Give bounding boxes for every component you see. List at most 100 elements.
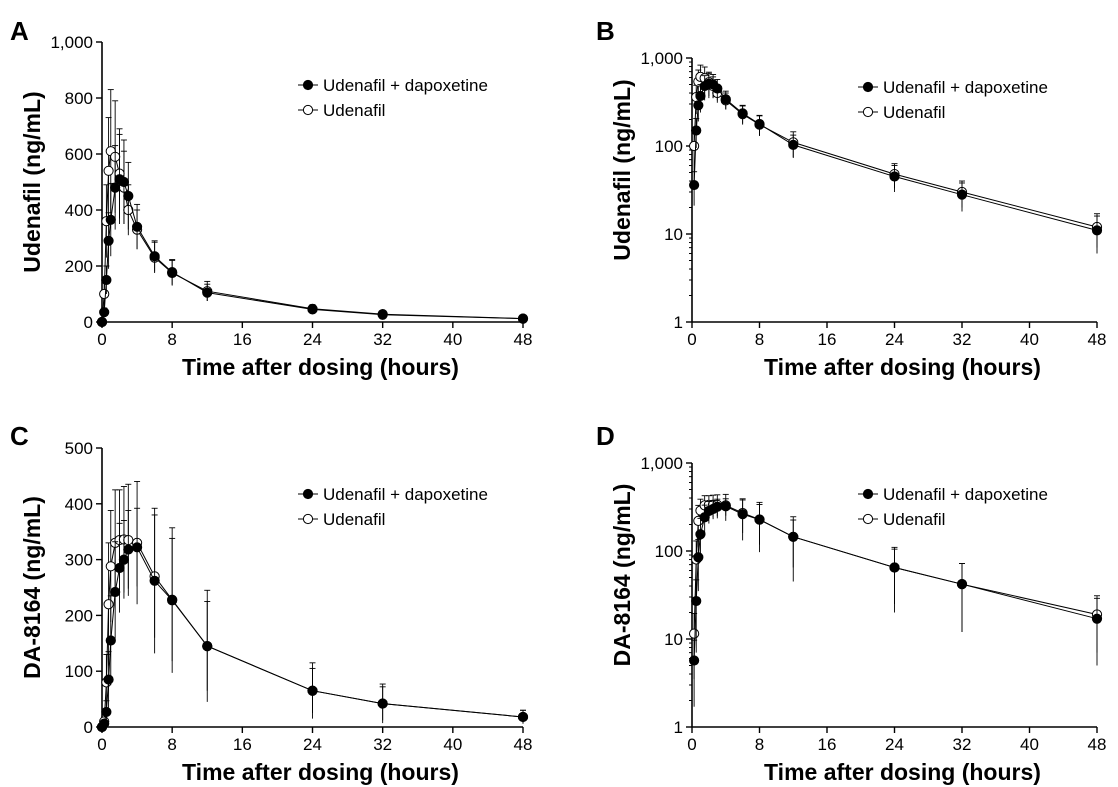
data-point-filled [105, 635, 116, 646]
legend-label: Udenafil [883, 103, 945, 122]
x-axis-title: Time after dosing (hours) [764, 354, 1041, 380]
data-point-filled [754, 514, 765, 525]
x-tick-label: 24 [885, 735, 904, 754]
x-tick-label: 32 [373, 735, 392, 754]
data-point-filled [103, 235, 114, 246]
x-axis-title: Time after dosing (hours) [182, 354, 459, 380]
data-point-filled [377, 698, 388, 709]
series-udenafil-dapoxetine [96, 133, 529, 328]
x-tick-label: 16 [233, 735, 252, 754]
legend-marker [862, 81, 874, 93]
data-point-filled [693, 552, 704, 563]
x-tick-label: 8 [167, 735, 176, 754]
data-point-open [105, 561, 116, 572]
x-tick-label: 8 [755, 330, 764, 349]
y-tick-label: 10 [664, 225, 683, 244]
y-tick-label: 400 [65, 201, 93, 220]
panel-letter: B [596, 16, 615, 46]
y-axis-title: Udenafil (ng/mL) [609, 79, 635, 260]
x-tick-label: 16 [818, 735, 837, 754]
x-tick-label: 24 [303, 735, 322, 754]
data-point-filled [889, 171, 900, 182]
data-point-filled [956, 579, 968, 590]
data-point-open [99, 288, 110, 300]
data-point-filled [889, 562, 900, 573]
data-point-filled [720, 94, 731, 105]
y-tick-label: 800 [65, 89, 93, 108]
x-tick-label: 24 [885, 330, 904, 349]
y-tick-label: 1,000 [640, 49, 683, 68]
data-point-filled [149, 251, 160, 262]
data-point-filled [377, 309, 388, 320]
data-point-filled [712, 501, 723, 512]
x-tick-label: 8 [755, 735, 764, 754]
legend-label: Udenafil + dapoxetine [323, 76, 488, 95]
series-line [101, 546, 524, 728]
data-point-filled [689, 655, 700, 666]
data-point-open [103, 599, 114, 610]
data-point-open [689, 628, 700, 639]
x-tick-label: 40 [443, 735, 462, 754]
x-tick-label: 40 [443, 330, 462, 349]
data-point-filled [691, 595, 702, 607]
x-tick-label: 0 [97, 735, 106, 754]
data-point-filled [167, 267, 178, 278]
panel-letter: A [10, 16, 29, 46]
data-point-filled [1091, 225, 1103, 236]
data-point-filled [103, 674, 114, 685]
data-point-filled [202, 287, 213, 298]
legend-marker [302, 79, 314, 91]
x-tick-label: 0 [97, 330, 106, 349]
data-point-filled [517, 711, 529, 723]
data-point-filled [693, 100, 704, 111]
series-udenafil [96, 89, 529, 328]
y-tick-label: 300 [65, 551, 93, 570]
y-axis-title: DA-8164 (ng/mL) [609, 484, 635, 667]
data-point-filled [101, 706, 112, 718]
legend: Udenafil + dapoxetine Udenafil [298, 76, 488, 120]
legend-label: Udenafil + dapoxetine [323, 485, 488, 504]
panel-letter: C [10, 421, 29, 451]
panel-d: D 0 8 16 24 32 40 48 1 10 100 1,000 Time after dosin… [596, 421, 1106, 785]
legend: Udenafil + dapoxetine Udenafil [858, 78, 1048, 122]
data-point-filled [110, 182, 121, 193]
x-tick-label: 0 [687, 330, 696, 349]
y-tick-label: 600 [65, 145, 93, 164]
data-point-filled [689, 179, 700, 191]
series-udenafil-dapoxetine [689, 498, 1103, 707]
data-point-filled [118, 554, 130, 565]
series-udenafil-dapoxetine [689, 72, 1103, 254]
data-point-filled [105, 214, 116, 225]
y-tick-label: 1,000 [640, 454, 683, 473]
x-tick-label: 48 [1088, 735, 1107, 754]
legend-label: Udenafil + dapoxetine [883, 78, 1048, 97]
x-axis-title: Time after dosing (hours) [182, 759, 459, 785]
legend: Udenafil + dapoxetine Udenafil [298, 485, 488, 529]
data-point-filled [695, 90, 706, 102]
data-point-filled [754, 118, 765, 130]
data-point-filled [131, 221, 143, 232]
data-point-filled [123, 190, 134, 202]
x-tick-label: 40 [1020, 735, 1039, 754]
legend-marker [862, 106, 874, 118]
x-tick-label: 16 [233, 330, 252, 349]
legend-marker [302, 488, 314, 500]
data-point-open [689, 140, 700, 152]
data-point-filled [720, 501, 731, 512]
x-tick-label: 8 [167, 330, 176, 349]
data-point-filled [114, 562, 125, 574]
y-tick-label: 400 [65, 495, 93, 514]
data-point-filled [99, 307, 110, 318]
legend-label: Udenafil [883, 510, 945, 529]
data-point-filled [788, 139, 799, 150]
panel-b: B 0 8 16 24 32 40 48 1 10 100 1,000 Time after dosin… [596, 16, 1106, 380]
x-axis-title: Time after dosing (hours) [764, 759, 1041, 785]
data-point-filled [202, 640, 213, 652]
legend-marker [862, 488, 874, 500]
x-tick-label: 32 [953, 330, 972, 349]
y-tick-label: 0 [84, 718, 93, 737]
data-point-filled [956, 189, 968, 200]
data-point-filled [712, 83, 723, 94]
